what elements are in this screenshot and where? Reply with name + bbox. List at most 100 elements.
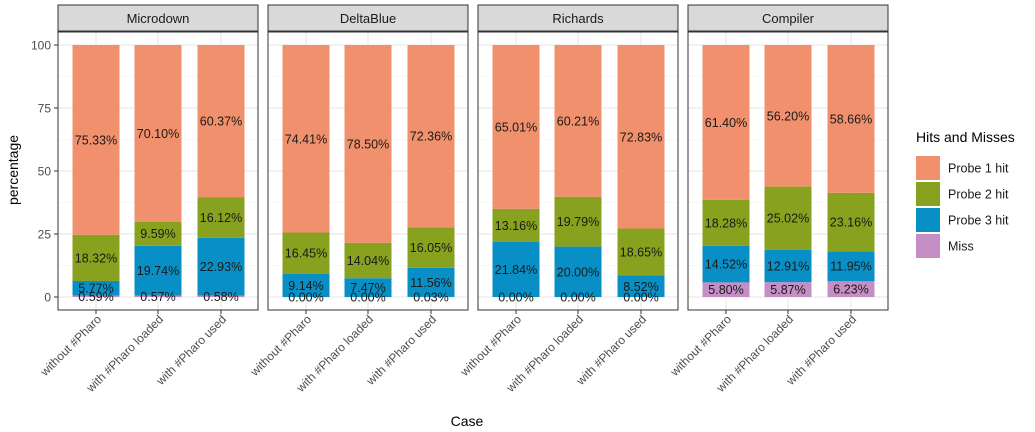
data-label: 6.23% xyxy=(833,283,868,297)
data-label: 0.00% xyxy=(350,291,385,305)
data-label: 19.74% xyxy=(137,264,179,278)
legend-label: Probe 1 hit xyxy=(948,162,1009,176)
data-label: 61.40% xyxy=(705,116,747,130)
chart-panels: Microdown 0.59%5.77% 18.32% 75.33% without #… xyxy=(31,4,889,395)
bar-segment-p1 xyxy=(282,45,330,233)
x-tick-label: without #Pharo xyxy=(247,312,314,379)
bar-segment-p2 xyxy=(702,199,750,246)
bar-segment-p1 xyxy=(617,45,665,229)
x-axis-label: Case xyxy=(451,413,484,429)
data-label: 23.16% xyxy=(830,216,872,230)
bar-segment-p2 xyxy=(554,196,602,247)
legend-label: Miss xyxy=(948,240,974,254)
data-label: 0.00% xyxy=(623,291,658,305)
data-label: 0.58% xyxy=(203,290,238,304)
bar-segment-miss xyxy=(134,295,182,297)
bar-segment-p3 xyxy=(134,245,182,296)
bar-segment-p2 xyxy=(72,234,120,281)
data-label: 13.16% xyxy=(495,219,537,233)
data-label: 74.41% xyxy=(285,132,327,146)
bar-segment-miss xyxy=(702,282,750,297)
x-tick-label: without #Pharo xyxy=(37,312,104,379)
data-label: 0.00% xyxy=(560,291,595,305)
data-label: 5.80% xyxy=(708,283,743,297)
y-axis: 0 25 50 75 100 xyxy=(31,39,58,305)
data-label: 0.00% xyxy=(498,291,533,305)
facet-panel: Microdown 0.59%5.77% 18.32% 75.33% without #… xyxy=(37,4,259,395)
bar-segment-p3 xyxy=(617,275,665,297)
bar-segment-p3 xyxy=(492,241,540,297)
y-tick-label: 25 xyxy=(38,228,52,242)
data-label: 11.95% xyxy=(830,260,871,274)
data-label: 65.01% xyxy=(495,120,537,134)
bar-segment-miss xyxy=(72,295,120,297)
data-label: 58.66% xyxy=(830,112,872,126)
data-label: 0.59% xyxy=(78,290,113,304)
bar-segment-p2 xyxy=(197,197,245,238)
x-tick-label: without #Pharo xyxy=(667,312,734,379)
bar-segment-p1 xyxy=(72,44,120,235)
bar-segment-p1 xyxy=(134,45,182,222)
facet-title: Compiler xyxy=(762,11,815,26)
data-label: 0.00% xyxy=(288,291,323,305)
bar-segment-p2 xyxy=(134,221,182,246)
panel-border xyxy=(687,31,889,311)
data-label: 0.57% xyxy=(140,290,175,304)
facet-title: DeltaBlue xyxy=(340,11,396,26)
data-label: 0.03% xyxy=(413,290,448,304)
y-axis-label: percentage xyxy=(5,135,21,205)
x-tick-label: without #Pharo xyxy=(457,312,524,379)
legend-title: Hits and Misses xyxy=(916,129,1015,145)
bar-segment-miss xyxy=(827,281,875,297)
data-label: 5.87% xyxy=(770,283,805,297)
data-label: 5.77% xyxy=(78,282,113,296)
data-label: 9.59% xyxy=(140,227,175,241)
facet-title: Richards xyxy=(552,11,604,26)
bar-segment-miss xyxy=(764,282,812,297)
facet-panel: Richards 0.00% 21.84% 13.16% 65.01% without #… xyxy=(457,4,679,395)
bar-segment-p2 xyxy=(827,192,875,252)
bar-segment-p1 xyxy=(407,45,455,228)
data-label: 16.05% xyxy=(410,241,452,255)
data-label: 72.36% xyxy=(410,130,452,144)
data-label: 18.28% xyxy=(705,216,747,230)
bar-segment-p1 xyxy=(764,45,812,187)
legend: Hits and Misses Probe 1 hit Probe 2 hit Pr… xyxy=(916,129,1015,258)
data-label: 21.84% xyxy=(495,263,537,277)
facet-strip xyxy=(267,4,469,32)
facet-panel: Compiler 5.80% 14.52% 18.28% 61.40% without #… xyxy=(667,4,889,395)
legend-swatch xyxy=(916,156,940,180)
bar-segment-p1 xyxy=(197,45,245,198)
legend-swatch xyxy=(916,234,940,258)
facet-strip xyxy=(477,4,679,32)
data-label: 18.65% xyxy=(620,246,662,260)
data-label: 20.00% xyxy=(557,265,599,279)
data-label: 14.52% xyxy=(705,258,747,272)
bar-segment-p3 xyxy=(344,278,392,297)
data-label: 72.83% xyxy=(620,130,662,144)
panel-border xyxy=(477,31,679,311)
bar-segment-p3 xyxy=(197,237,245,296)
y-tick-label: 75 xyxy=(38,102,52,116)
data-label: 7.47% xyxy=(350,281,385,295)
data-label: 14.04% xyxy=(347,254,389,268)
bar-segment-p2 xyxy=(344,242,392,279)
data-label: 12.91% xyxy=(767,259,809,273)
data-label: 18.32% xyxy=(75,251,117,265)
data-label: 60.37% xyxy=(200,115,242,129)
data-label: 70.10% xyxy=(137,127,179,141)
bar-segment-p2 xyxy=(282,232,330,274)
data-label: 9.14% xyxy=(288,279,323,293)
data-label: 60.21% xyxy=(557,114,599,128)
y-tick-label: 0 xyxy=(44,291,51,305)
bar-segment-miss xyxy=(197,295,245,297)
panel-border xyxy=(267,31,469,311)
bar-segment-p1 xyxy=(827,45,875,193)
bar-segment-p2 xyxy=(764,186,812,250)
data-label: 16.12% xyxy=(200,211,242,225)
bar-segment-p3 xyxy=(764,249,812,283)
data-label: 22.93% xyxy=(200,260,242,274)
facet-strip xyxy=(687,4,889,32)
data-label: 11.56% xyxy=(410,276,451,290)
